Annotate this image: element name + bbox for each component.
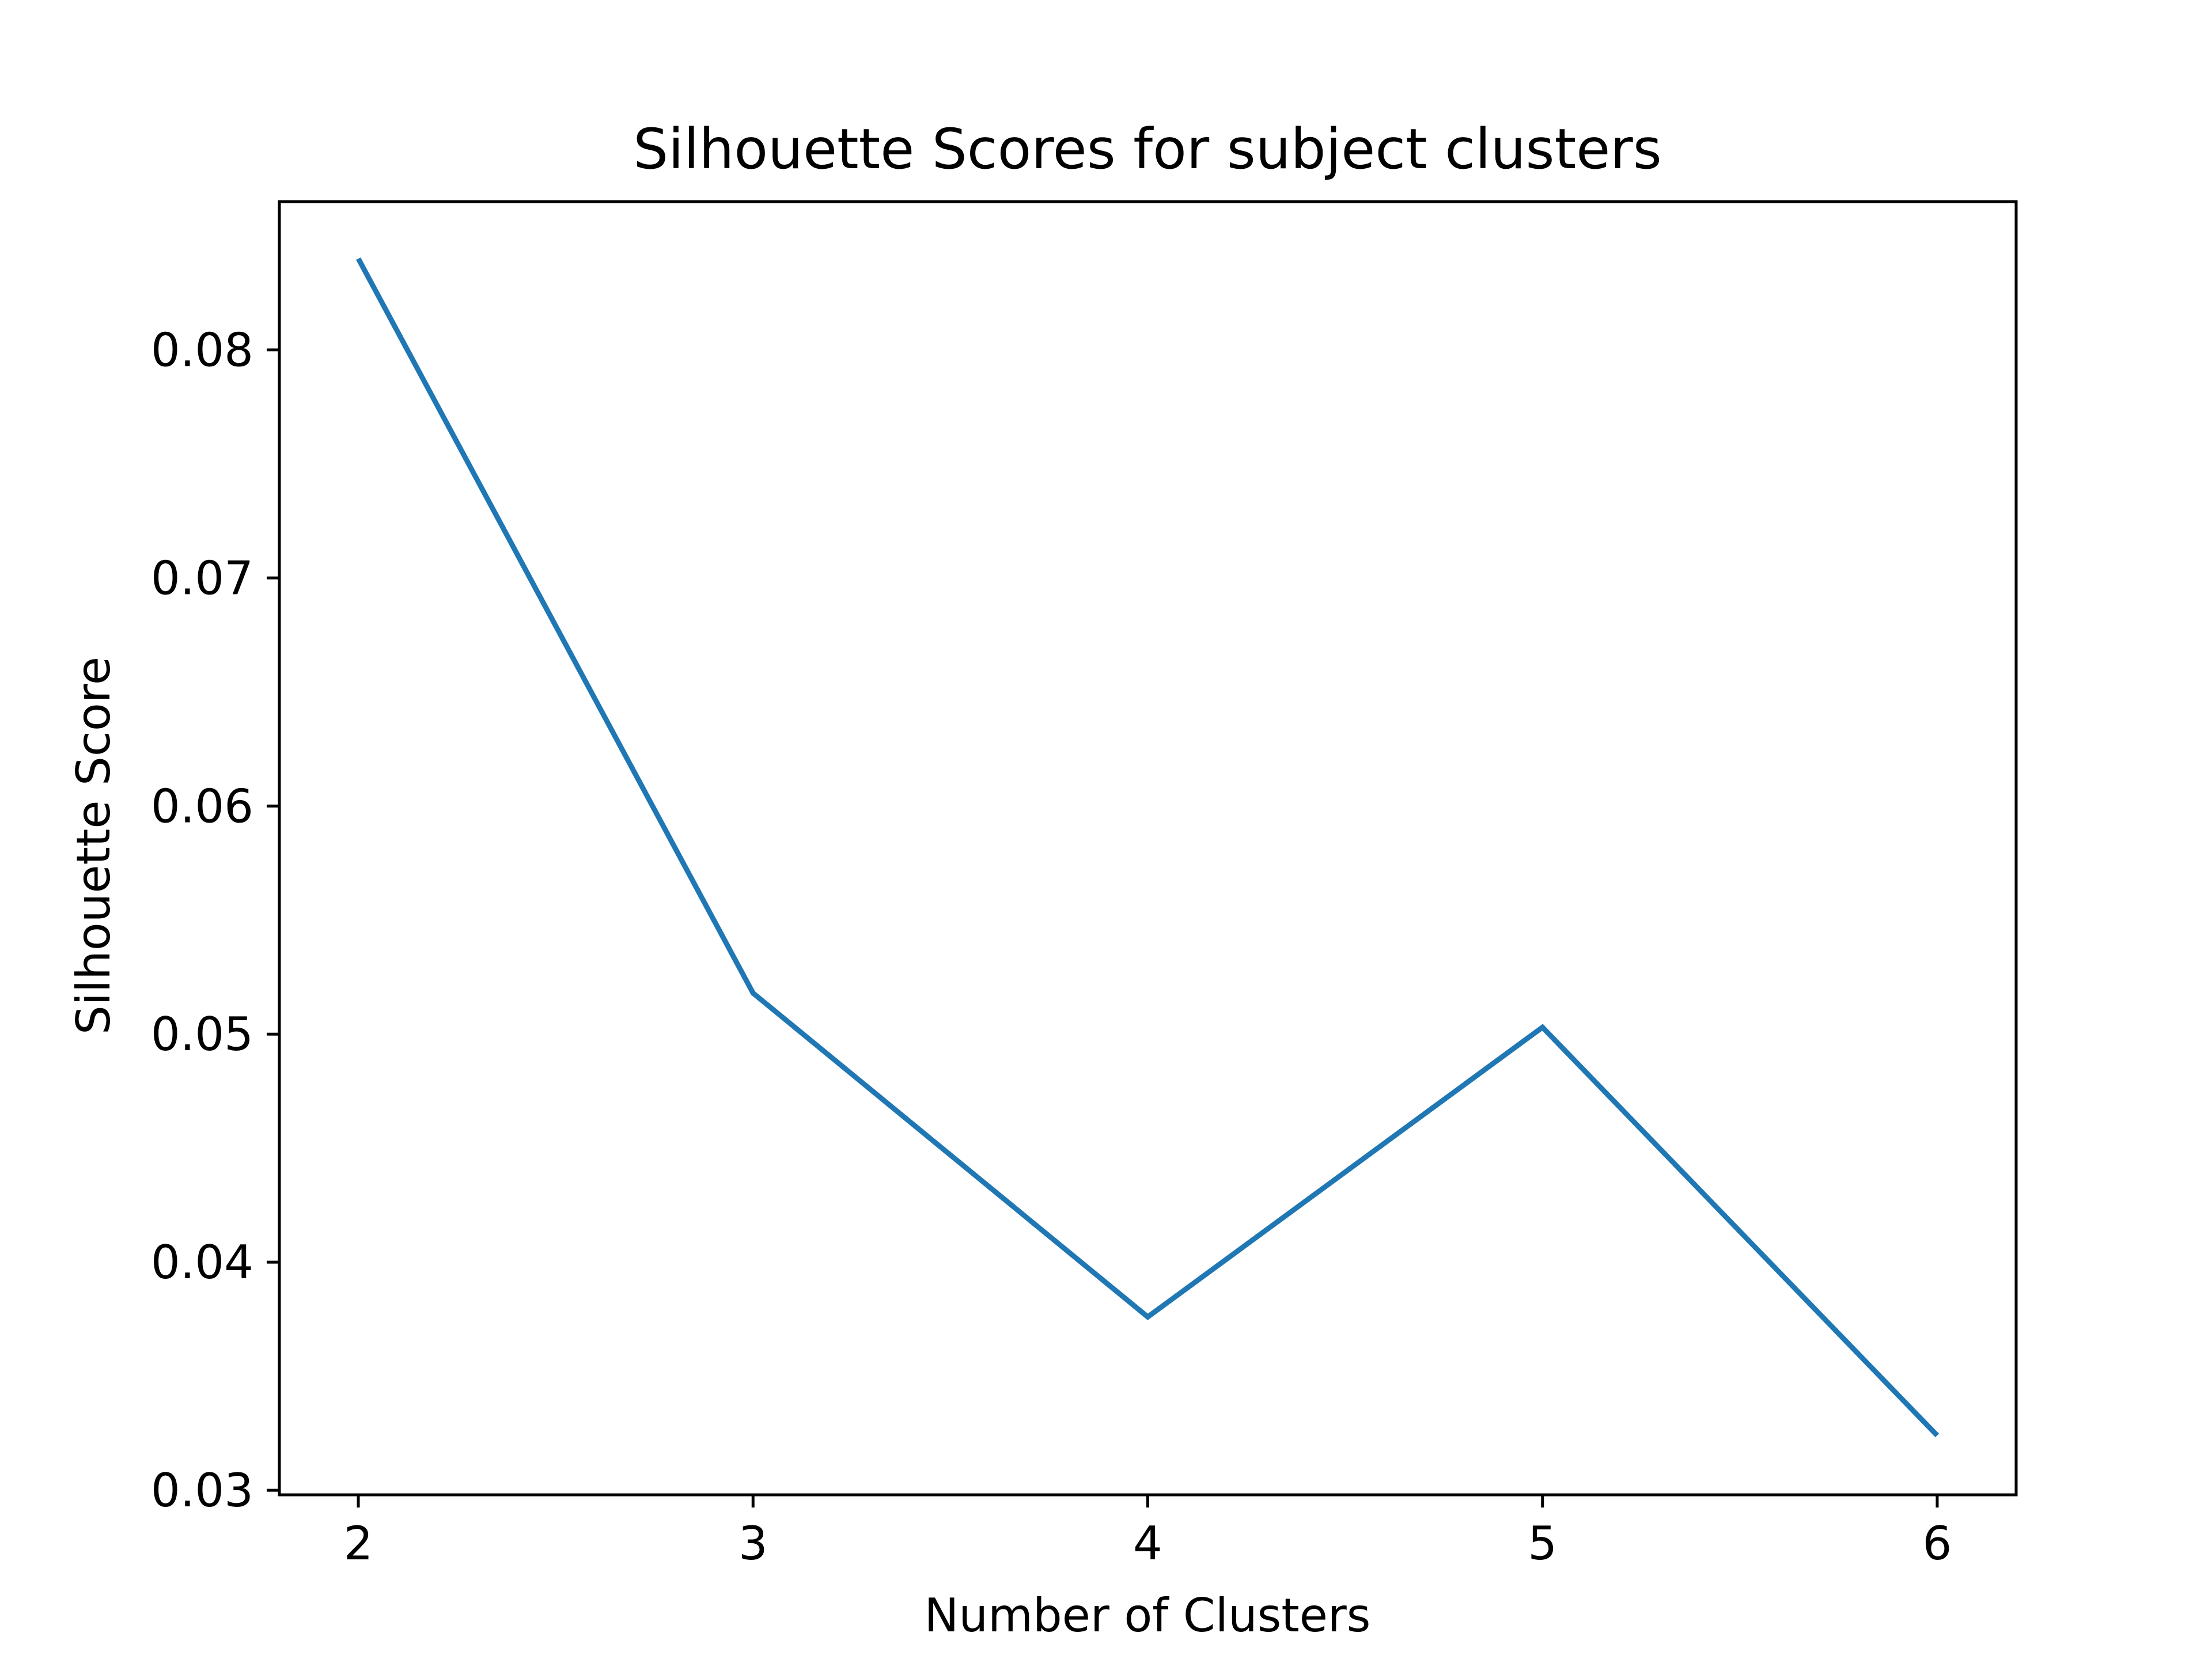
y-tick-label: 0.07 [151,551,253,605]
x-tick-label: 6 [1923,1517,1952,1570]
y-tick-label: 0.04 [151,1236,253,1289]
x-axis-label: Number of Clusters [925,1589,1371,1642]
x-tick-label: 3 [738,1517,768,1570]
y-axis: 0.03 0.04 0.05 0.06 0.07 0.08 [151,323,279,1517]
x-tick-label: 2 [344,1517,373,1570]
x-tick-label: 5 [1528,1517,1557,1570]
x-tick-label: 4 [1133,1517,1162,1570]
y-tick-label: 0.06 [151,779,253,833]
plot-area [356,257,1940,1438]
y-tick-label: 0.08 [151,323,253,377]
y-tick-label: 0.05 [151,1007,253,1061]
x-axis: 2 3 4 5 6 [344,1495,1952,1570]
y-axis-label: Silhouette Score [67,657,120,1035]
y-tick-label: 0.03 [151,1464,253,1517]
chart-title: Silhouette Scores for subject clusters [633,117,1662,181]
